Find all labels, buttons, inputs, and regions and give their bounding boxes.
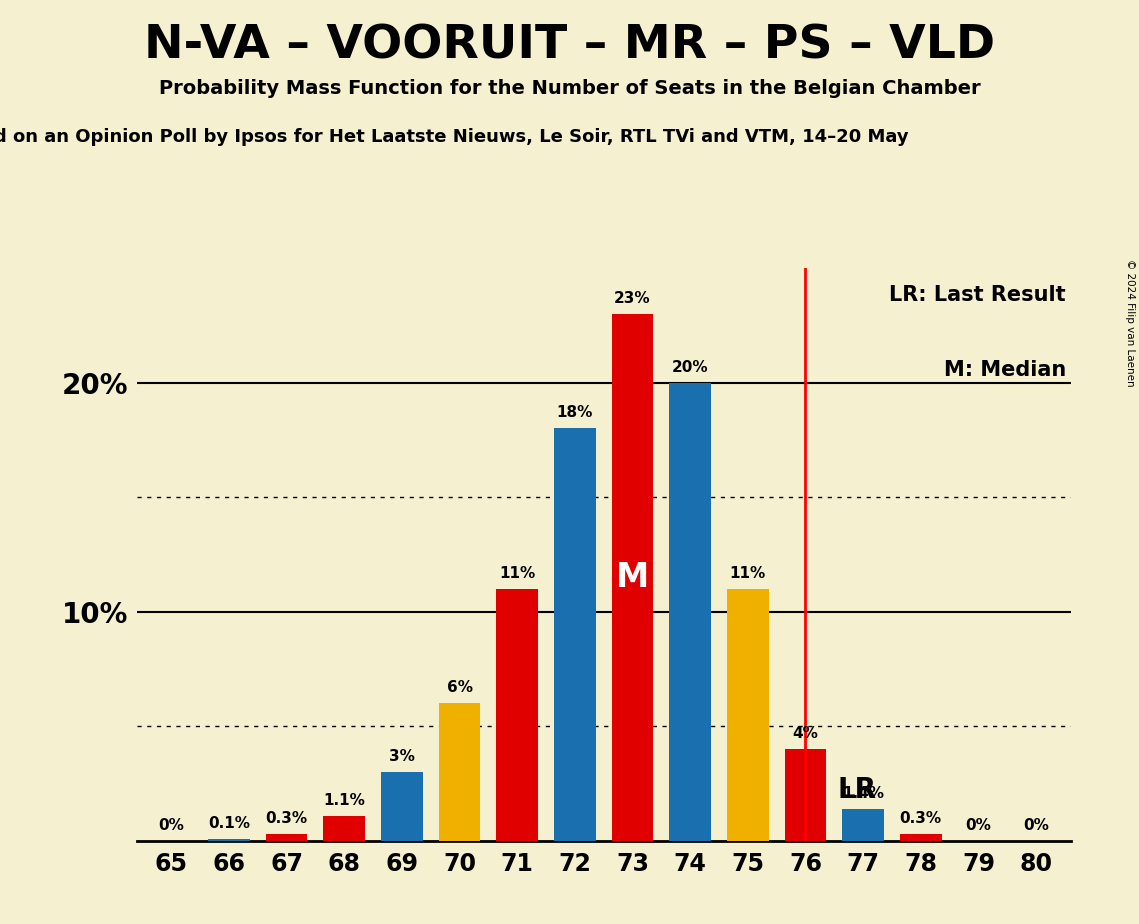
Bar (843, 808, 884, 841)
Text: 4%: 4% (793, 726, 819, 741)
Text: Probability Mass Function for the Number of Seats in the Belgian Chamber: Probability Mass Function for the Number… (158, 79, 981, 98)
Text: 0.3%: 0.3% (900, 811, 942, 826)
Bar (612, 314, 654, 841)
Bar (554, 429, 596, 841)
Text: M: Median: M: Median (944, 359, 1066, 380)
Text: 1.1%: 1.1% (323, 793, 366, 808)
Text: 0.1%: 0.1% (208, 816, 249, 831)
Bar (670, 383, 711, 841)
Text: 1.4%: 1.4% (842, 785, 884, 801)
Text: 0%: 0% (966, 818, 991, 833)
Text: 0%: 0% (158, 818, 185, 833)
Bar (265, 834, 308, 841)
Text: LR: LR (837, 776, 876, 805)
Text: 20%: 20% (672, 359, 708, 374)
Text: 23%: 23% (614, 291, 650, 306)
Text: LR: Last Result: LR: Last Result (890, 286, 1066, 305)
Text: © 2024 Filip van Laenen: © 2024 Filip van Laenen (1125, 259, 1134, 386)
Text: d on an Opinion Poll by Ipsos for Het Laatste Nieuws, Le Soir, RTL TVi and VTM, : d on an Opinion Poll by Ipsos for Het La… (0, 128, 909, 145)
Bar (900, 834, 942, 841)
Bar (382, 772, 423, 841)
Text: 0%: 0% (1023, 818, 1049, 833)
Text: N-VA – VOORUIT – MR – PS – VLD: N-VA – VOORUIT – MR – PS – VLD (144, 23, 995, 68)
Bar (208, 839, 249, 841)
Text: 11%: 11% (730, 565, 765, 581)
Bar (785, 749, 826, 841)
Text: 11%: 11% (499, 565, 535, 581)
Bar (497, 589, 538, 841)
Bar (323, 816, 364, 841)
Text: 0.3%: 0.3% (265, 811, 308, 826)
Text: 3%: 3% (388, 749, 415, 764)
Bar (439, 703, 481, 841)
Text: 6%: 6% (446, 680, 473, 696)
Text: M: M (616, 561, 649, 594)
Text: 18%: 18% (557, 406, 593, 420)
Bar (727, 589, 769, 841)
